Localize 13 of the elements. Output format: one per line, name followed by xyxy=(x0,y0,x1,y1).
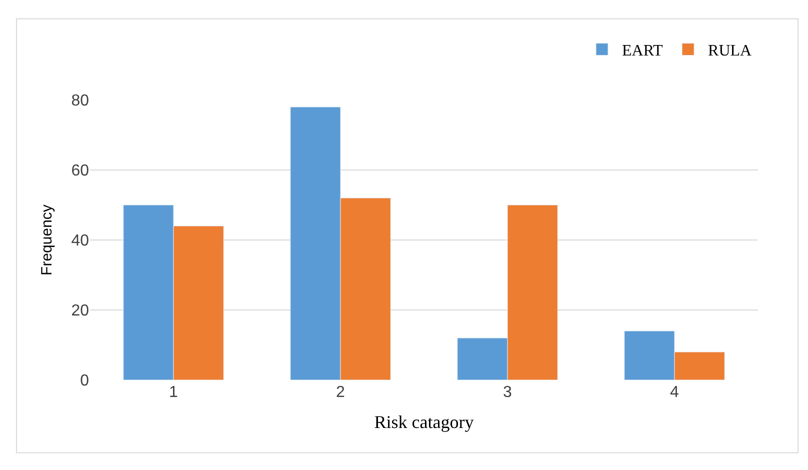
y-tick-label: 60 xyxy=(71,162,90,180)
y-axis-title: Frequency xyxy=(38,204,56,276)
y-tick-label: 0 xyxy=(80,372,90,390)
x-tick-label: 3 xyxy=(503,384,512,401)
x-axis-title: Risk catagory xyxy=(374,412,474,432)
x-tick-label: 2 xyxy=(336,384,346,401)
x-tick-label: 1 xyxy=(169,384,178,401)
legend-label: RULA xyxy=(708,42,752,60)
legend-label: EART xyxy=(622,42,664,60)
x-tick-label: 4 xyxy=(670,384,680,401)
y-tick-label: 80 xyxy=(71,92,90,110)
y-tick-label: 40 xyxy=(71,232,90,250)
y-tick-label: 20 xyxy=(71,302,90,320)
